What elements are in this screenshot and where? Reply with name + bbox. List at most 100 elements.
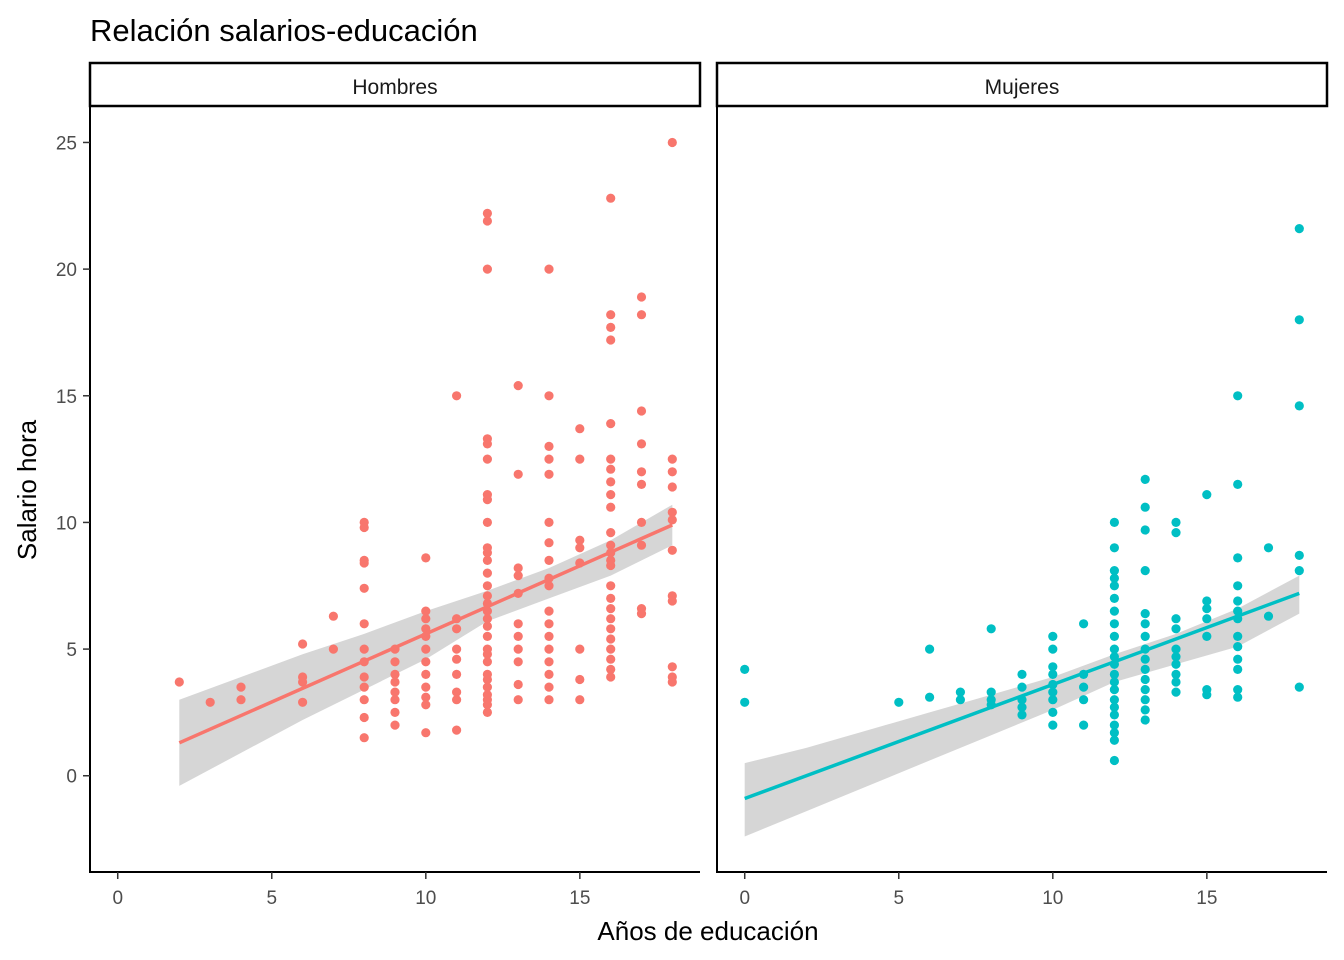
x-tick-label: 15: [569, 888, 590, 909]
data-point: [1109, 728, 1119, 738]
data-point: [513, 657, 523, 667]
data-point: [955, 687, 966, 697]
data-point: [1017, 702, 1027, 712]
data-point: [606, 604, 616, 614]
y-tick-label: 15: [56, 387, 77, 408]
data-point: [606, 644, 616, 654]
data-point: [482, 649, 492, 659]
data-point: [1079, 720, 1089, 730]
data-point: [544, 644, 554, 654]
data-point: [298, 697, 308, 707]
data-point: [575, 644, 585, 654]
data-point: [482, 700, 492, 710]
panel-hombres: Hombres 0 5 10 15 0 5 10 15 20 25: [56, 61, 702, 909]
x-tick-label: 15: [1196, 888, 1217, 909]
data-point: [1171, 669, 1181, 680]
data-point: [236, 682, 246, 692]
data-point: [667, 137, 677, 148]
data-point: [1233, 654, 1243, 664]
data-point: [298, 639, 308, 649]
data-point: [452, 654, 462, 664]
x-tick-label: 0: [739, 888, 750, 909]
data-point: [482, 657, 492, 667]
data-point: [390, 687, 400, 697]
data-point: [421, 700, 431, 710]
data-point: [1294, 566, 1304, 576]
facet-strip: [715, 61, 1329, 108]
data-point: [1109, 573, 1119, 583]
data-point: [667, 467, 677, 477]
data-point: [1171, 687, 1181, 697]
data-point: [544, 264, 554, 274]
data-point: [452, 725, 462, 735]
data-point: [1109, 720, 1119, 730]
data-point: [740, 664, 750, 675]
data-point: [544, 454, 554, 464]
data-points: [174, 137, 677, 743]
data-point: [606, 540, 616, 550]
facet-strip-label: Mujeres: [985, 76, 1060, 99]
data-point: [1048, 687, 1058, 697]
data-point: [606, 654, 616, 664]
data-point: [421, 553, 431, 563]
data-point: [1140, 685, 1150, 695]
data-point: [667, 545, 677, 555]
data-point: [544, 619, 554, 629]
data-point: [606, 664, 616, 675]
data-point: [390, 695, 400, 705]
data-point: [1048, 631, 1058, 642]
data-point: [421, 644, 431, 654]
data-point: [1171, 677, 1181, 687]
data-point: [667, 515, 677, 525]
data-point: [482, 454, 492, 464]
data-point: [544, 581, 554, 591]
data-point: [1202, 614, 1212, 624]
data-point: [1140, 705, 1150, 715]
data-point: [1140, 654, 1150, 664]
data-point: [606, 581, 616, 591]
data-point: [667, 677, 677, 687]
data-point: [575, 543, 585, 553]
data-point: [452, 687, 462, 697]
data-point: [359, 672, 369, 682]
data-point: [1109, 677, 1119, 687]
data-point: [1233, 479, 1243, 489]
data-point: [1140, 664, 1150, 675]
data-point: [1140, 695, 1150, 705]
data-point: [421, 657, 431, 667]
data-point: [1202, 631, 1212, 642]
data-point: [1294, 315, 1304, 325]
data-point: [986, 687, 996, 697]
data-point: [1017, 669, 1027, 680]
data-point: [606, 614, 616, 624]
data-point: [1109, 543, 1119, 553]
data-point: [421, 606, 431, 616]
data-point: [1233, 581, 1243, 591]
data-point: [544, 441, 554, 451]
data-point: [1079, 619, 1089, 629]
data-point: [482, 568, 492, 578]
data-point: [1171, 517, 1181, 528]
data-point: [1079, 682, 1089, 692]
data-point: [667, 482, 677, 492]
data-point: [1048, 695, 1058, 705]
data-point: [390, 707, 400, 718]
data-point: [544, 469, 554, 479]
data-point: [1109, 517, 1119, 528]
data-point: [606, 193, 616, 203]
y-tick-label: 10: [56, 513, 77, 534]
data-point: [1233, 596, 1243, 606]
data-point: [390, 669, 400, 680]
chart-title: Relación salarios-educación: [90, 13, 478, 48]
data-point: [482, 216, 492, 226]
data-point: [513, 631, 523, 642]
data-point: [421, 728, 431, 738]
data-point: [1079, 695, 1089, 705]
data-point: [298, 677, 308, 687]
data-point: [328, 644, 338, 654]
data-point: [1171, 644, 1181, 654]
data-point: [1233, 685, 1243, 695]
data-point: [606, 454, 616, 464]
data-point: [236, 695, 246, 705]
data-point: [1171, 652, 1181, 662]
